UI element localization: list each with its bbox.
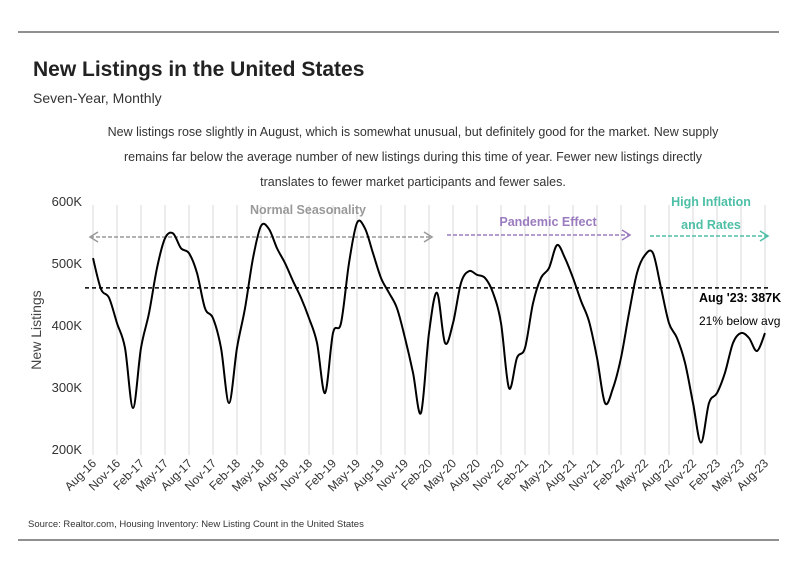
annotation-text: Pandemic Effect [499, 215, 597, 229]
description-line: remains far below the average number of … [124, 150, 703, 164]
y-tick-label: 300K [52, 380, 83, 395]
y-tick-label: 400K [52, 318, 83, 333]
arrow-head [423, 231, 434, 243]
y-axis-label: New Listings [28, 290, 44, 369]
callout-text: Aug '23: 387K [699, 291, 781, 305]
arrow-head [759, 230, 770, 242]
annotation-text: Normal Seasonality [250, 203, 366, 217]
y-tick-label: 600K [52, 194, 83, 209]
annotation-text: and Rates [681, 218, 741, 232]
callout-text: 21% below avg [699, 314, 780, 328]
source: Source: Realtor.com, Housing Inventory: … [28, 519, 364, 530]
arrow-head [88, 231, 99, 243]
y-tick-label: 200K [52, 442, 83, 457]
description-line: New listings rose slightly in August, wh… [108, 125, 719, 139]
annotation-text: High Inflation [671, 195, 751, 209]
arrow-head [621, 229, 632, 241]
chart-subtitle: Seven-Year, Monthly [33, 90, 162, 106]
y-tick-label: 500K [52, 256, 83, 271]
chart-title: New Listings in the United States [33, 58, 364, 81]
line-series [92, 219, 766, 444]
description-line: translates to fewer market participants … [260, 175, 566, 189]
